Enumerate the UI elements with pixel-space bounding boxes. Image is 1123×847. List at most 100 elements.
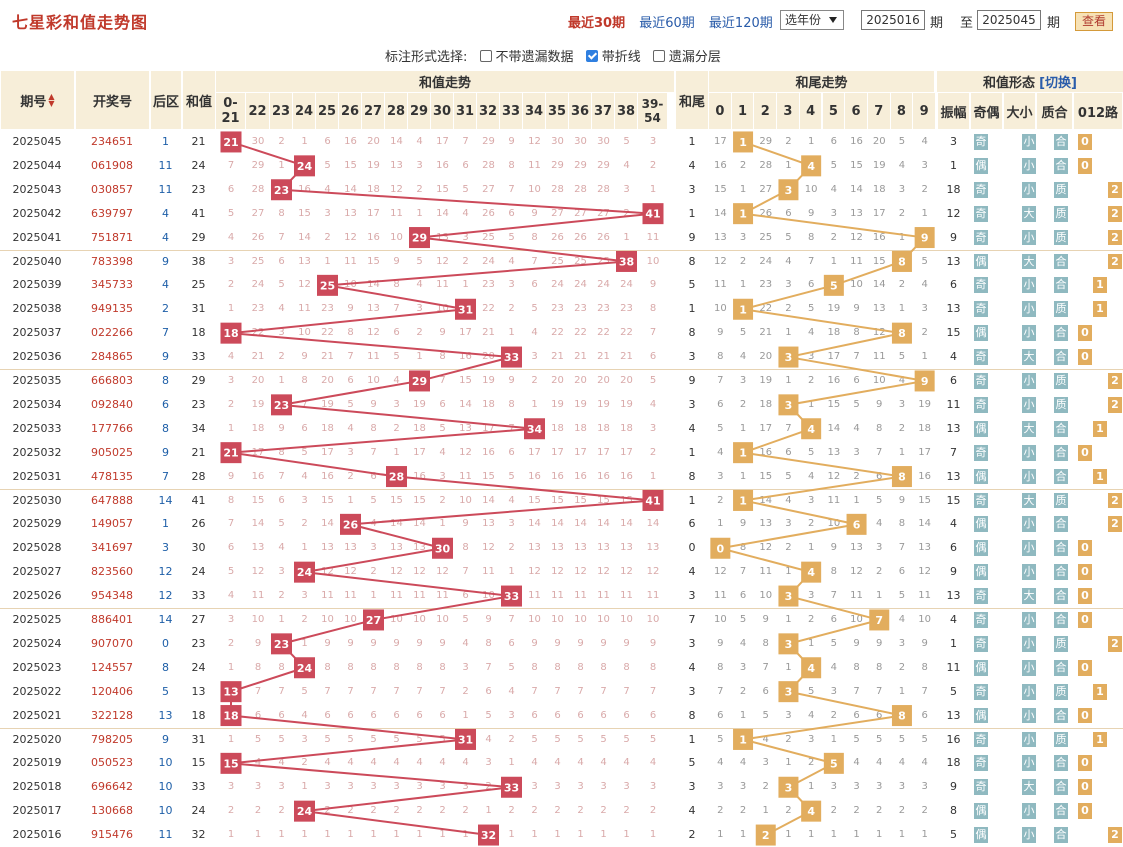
sum-miss-cell: 3 <box>393 781 400 793</box>
tail-miss-cell: 2 <box>876 566 883 578</box>
tail-cell: 3 <box>688 636 696 650</box>
sum-miss-cell: 5 <box>485 709 492 721</box>
sum-miss-cell: 15 <box>436 183 449 195</box>
link-recent-30[interactable]: 最近30期 <box>568 16 626 31</box>
issue-header[interactable]: 期号 ▲ ▼ <box>1 71 74 129</box>
checkbox-icon[interactable] <box>652 50 665 62</box>
option-no-miss[interactable]: 不带遗漏数据 <box>479 46 574 65</box>
to-issue-input[interactable]: 2025045 <box>977 10 1041 30</box>
sum-miss-cell: 14 <box>574 518 587 530</box>
sum-miss-cell: 4 <box>416 136 423 147</box>
tail-miss-cell: 1 <box>785 327 792 339</box>
sum-miss-cell: 13 <box>620 542 633 554</box>
prime-comp-tag: 合 <box>1054 253 1068 270</box>
sum-miss-cell: 4 <box>301 470 308 482</box>
sum-miss-cell: 3 <box>301 590 308 602</box>
sum-miss-cell: 7 <box>649 685 657 697</box>
tail-bin-header: 5 <box>822 93 845 129</box>
sum-cell: 41 <box>191 206 206 220</box>
sum-miss-cell: 12 <box>436 566 449 578</box>
sum-miss-cell: 8 <box>508 159 515 171</box>
amplitude-cell: 4 <box>950 517 957 531</box>
tail-cell: 3 <box>688 589 696 603</box>
checkbox-icon[interactable] <box>479 50 492 62</box>
issue-cell: 2025027 <box>12 565 62 579</box>
sum-miss-cell: 5 <box>439 733 446 745</box>
link-recent-60[interactable]: 最近60期 <box>639 16 695 31</box>
number-cell: 647888 <box>91 493 133 507</box>
route-tag: 2 <box>1108 229 1122 246</box>
tail-miss-cell: 1 <box>898 446 906 458</box>
sum-miss-cell: 1 <box>462 709 469 721</box>
sum-miss-cell: 3 <box>324 207 331 219</box>
tail-miss-cell: 3 <box>921 781 928 793</box>
link-recent-120[interactable]: 最近120期 <box>708 16 773 31</box>
tail-miss-cell: 12 <box>827 470 841 482</box>
sum-miss-cell: 13 <box>528 542 541 554</box>
sum-miss-cell: 7 <box>393 685 400 697</box>
sum-miss-cell: 26 <box>251 231 265 243</box>
sum-miss-cell: 1 <box>508 829 515 841</box>
tail-miss-cell: 7 <box>807 255 815 267</box>
sum-cell: 28 <box>191 469 206 483</box>
tail-miss-cell: 13 <box>918 542 931 554</box>
option-with-line[interactable]: 带折线 <box>585 46 641 65</box>
sum-miss-cell: 4 <box>439 446 446 458</box>
tail-bin-header: 6 <box>845 93 867 129</box>
checkbox-checked-icon[interactable] <box>585 50 598 62</box>
sum-miss-cell: 21 <box>321 351 334 363</box>
tail-miss-cell: 8 <box>807 231 815 243</box>
sum-miss-cell: 21 <box>574 351 587 363</box>
sum-miss-cell: 16 <box>551 470 564 482</box>
tail-miss-cell: 18 <box>872 183 886 195</box>
tail-miss-cell: 8 <box>853 661 860 673</box>
tail-miss-cell: 2 <box>739 159 747 171</box>
amplitude-cell: 8 <box>950 804 957 818</box>
sum-miss-cell: 16 <box>251 470 265 482</box>
sum-miss-cell: 10 <box>620 614 633 625</box>
route-tag: 0 <box>1078 755 1092 772</box>
shape-switch-link[interactable]: [切换] <box>1039 76 1077 91</box>
sum-miss-cell: 24 <box>482 255 495 267</box>
tail-cell: 3 <box>688 182 696 196</box>
tail-header: 和尾 <box>676 71 708 129</box>
sum-miss-cell: 7 <box>508 183 515 195</box>
sort-arrows-icon[interactable]: ▲ ▼ <box>48 92 55 108</box>
sum-miss-cell: 6 <box>416 709 423 721</box>
route-tag: 0 <box>1078 707 1092 724</box>
year-select[interactable]: 选年份 <box>780 10 844 30</box>
tail-miss-cell: 12 <box>872 327 886 339</box>
back-cell: 9 <box>162 445 169 459</box>
amplitude-cell: 5 <box>950 828 957 842</box>
sum-ball-label: 31 <box>458 303 473 316</box>
number-cell: 030857 <box>91 182 133 196</box>
route-tag: 0 <box>1078 157 1092 174</box>
sum-miss-cell: 13 <box>251 542 265 554</box>
tail-miss-cell: 19 <box>759 375 773 386</box>
tail-miss-cell: 4 <box>717 757 724 769</box>
sum-miss-cell: 22 <box>551 327 564 339</box>
from-issue-input[interactable]: 2025016 <box>861 10 925 30</box>
sum-miss-cell: 9 <box>347 637 354 649</box>
sum-miss-cell: 2 <box>393 422 400 434</box>
sum-miss-cell: 1 <box>301 829 308 841</box>
sum-ball <box>386 466 407 488</box>
tail-miss-cell: 7 <box>876 446 883 458</box>
tail-cell: 4 <box>688 804 696 818</box>
sum-ball-label: 33 <box>504 781 519 794</box>
sum-miss-cell: 12 <box>436 255 449 267</box>
sum-miss-cell: 3 <box>227 614 235 625</box>
query-button[interactable]: 查看 <box>1075 12 1113 31</box>
option-miss-layer[interactable]: 遗漏分层 <box>652 46 721 65</box>
sum-cell: 29 <box>191 230 206 244</box>
tail-miss-cell: 1 <box>739 422 747 434</box>
sum-miss-cell: 1 <box>416 351 423 363</box>
sum-miss-cell: 2 <box>554 805 561 817</box>
sum-miss-cell: 1 <box>227 829 235 841</box>
tail-cell: 1 <box>688 732 696 746</box>
option-with-line-label: 带折线 <box>601 50 641 65</box>
sum-miss-cell: 22 <box>574 327 587 339</box>
sum-cell: 21 <box>191 135 206 148</box>
sum-ball-label: 34 <box>527 423 543 436</box>
sum-miss-cell: 4 <box>623 159 630 171</box>
